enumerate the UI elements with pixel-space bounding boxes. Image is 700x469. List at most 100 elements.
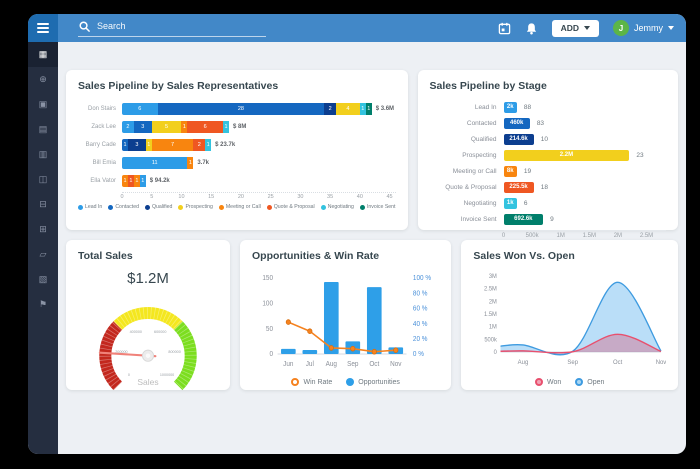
- stage-bar[interactable]: 225.5k: [503, 181, 534, 193]
- legend-dot-icon: [144, 204, 150, 210]
- legend-item[interactable]: Win Rate: [291, 378, 332, 386]
- bar-segment[interactable]: 1: [133, 175, 140, 187]
- opportunities-bar[interactable]: [323, 282, 339, 354]
- sidebar-item-globe[interactable]: ⊕: [28, 67, 58, 92]
- win-rate-point[interactable]: [393, 347, 399, 353]
- bar-segment[interactable]: 1: [145, 139, 152, 151]
- bar-segment[interactable]: 3: [127, 139, 146, 151]
- sidebar-item-deals[interactable]: ⊞: [28, 217, 58, 242]
- bar-segment[interactable]: 6: [122, 103, 158, 115]
- legend-item[interactable]: Lead In: [78, 204, 102, 210]
- stage-bar[interactable]: 1k: [503, 197, 517, 209]
- chevron-down-icon: [584, 26, 590, 30]
- bar-segment[interactable]: 2: [193, 139, 206, 151]
- legend-item[interactable]: Negotiating: [320, 204, 354, 210]
- legend-item[interactable]: Prospecting: [178, 204, 213, 210]
- sidebar-item-inbox[interactable]: ⊟: [28, 192, 58, 217]
- stage-bar[interactable]: 2.2M: [503, 149, 630, 161]
- legend-item[interactable]: Qualified: [144, 204, 172, 210]
- stage-bar[interactable]: 692.6k: [503, 213, 544, 225]
- bar-segment[interactable]: 1: [122, 139, 128, 151]
- legend-item[interactable]: Open: [575, 378, 604, 386]
- search-input[interactable]: Search: [97, 21, 126, 31]
- bar-segment[interactable]: 1: [205, 139, 212, 151]
- rep-total: 3.7k: [197, 160, 210, 166]
- menu-button[interactable]: [28, 14, 58, 42]
- products-icon: ▧: [38, 274, 48, 284]
- win-rate-point[interactable]: [285, 319, 291, 325]
- bar-segment[interactable]: 1: [127, 175, 134, 187]
- stage-name: Negotiating: [463, 200, 497, 207]
- user-name: Jemmy: [634, 23, 663, 33]
- legend-label: Lead In: [85, 204, 103, 210]
- legend-item[interactable]: Won: [535, 378, 561, 386]
- stage-count: 83: [536, 119, 545, 127]
- bar-segment[interactable]: 1: [223, 121, 229, 133]
- legend-item[interactable]: Meeting or Call: [218, 204, 261, 210]
- stage-bar[interactable]: 8k: [503, 165, 517, 177]
- stage-count: 19: [523, 167, 532, 175]
- legend-label: Open: [587, 378, 605, 386]
- legend-item[interactable]: Opportunities: [346, 378, 400, 386]
- bar-segment[interactable]: 1: [139, 175, 146, 187]
- add-button[interactable]: ADD: [551, 19, 599, 37]
- bell-icon[interactable]: [525, 22, 538, 35]
- bar-segment[interactable]: 5: [151, 121, 182, 133]
- card-title: Total Sales: [78, 250, 133, 262]
- bar-segment[interactable]: 28: [157, 103, 325, 115]
- win-rate-point[interactable]: [307, 328, 313, 334]
- stage-bar[interactable]: 214.6k: [503, 133, 534, 145]
- bar-segment[interactable]: 1: [181, 121, 188, 133]
- sidebar-item-dashboard[interactable]: ▦: [28, 42, 58, 67]
- bar-segment[interactable]: 1: [365, 103, 372, 115]
- legend-item[interactable]: Invoice Sent: [359, 204, 396, 210]
- stage-bar-track: 2.2M 23: [503, 147, 666, 165]
- bar-segment[interactable]: 1: [359, 103, 366, 115]
- axis-tick: 35: [327, 194, 334, 200]
- sidebar-item-products[interactable]: ▧: [28, 267, 58, 292]
- search-box[interactable]: Search: [78, 19, 266, 37]
- gauge-zone: [173, 321, 197, 391]
- sidebar-item-flag[interactable]: ⚑: [28, 292, 58, 317]
- x-axis-label: Jul: [306, 361, 315, 368]
- user-menu[interactable]: J Jemmy: [613, 20, 674, 36]
- y-axis-tick: 1M: [489, 324, 497, 330]
- bar-segment[interactable]: 2: [324, 103, 337, 115]
- legend-item[interactable]: Contacted: [108, 204, 139, 210]
- topbar: Search ADD J Jemmy: [28, 14, 686, 42]
- opportunities-bar[interactable]: [302, 349, 318, 354]
- bar-segment[interactable]: 7: [151, 139, 194, 151]
- legend-item[interactable]: Quote & Proposal: [266, 204, 315, 210]
- card-opportunities-win-rate: Opportunities & Win Rate 0 50 100 150 0 % 20 …: [240, 240, 452, 390]
- bar-segment[interactable]: 1: [187, 157, 194, 169]
- win-rate-point[interactable]: [371, 348, 377, 355]
- axis-tick: 25: [267, 194, 274, 200]
- stage-bar[interactable]: 2k: [503, 101, 517, 113]
- opportunities-bar[interactable]: [281, 348, 296, 354]
- sidebar-item-list[interactable]: ▥: [28, 142, 58, 167]
- y-axis-tick: 3M: [489, 274, 497, 280]
- bar-segment[interactable]: 11: [122, 157, 188, 169]
- sidebar-item-folder[interactable]: ▱: [28, 242, 58, 267]
- sidebar-item-contacts[interactable]: ▣: [28, 92, 58, 117]
- opportunities-bar[interactable]: [366, 287, 382, 354]
- bar-segment[interactable]: 4: [336, 103, 360, 115]
- rep-name: Ella Vator: [90, 178, 116, 184]
- stage-bar[interactable]: 460k: [503, 117, 530, 129]
- win-rate-point[interactable]: [350, 345, 356, 352]
- calendar-icon[interactable]: [498, 22, 511, 35]
- stage-bar-track: 2k 88: [503, 99, 666, 117]
- won-area[interactable]: [500, 334, 662, 353]
- legend-dot-icon: [218, 204, 224, 210]
- win-rate-point[interactable]: [328, 345, 334, 351]
- sidebar-item-organization[interactable]: ▤: [28, 117, 58, 142]
- chevron-down-icon: [668, 26, 674, 30]
- bar-segment[interactable]: 1: [122, 175, 128, 187]
- open-area[interactable]: [500, 282, 662, 355]
- bar-segment[interactable]: 6: [187, 121, 224, 133]
- bar-segment[interactable]: 2: [122, 121, 134, 133]
- bar-segment[interactable]: 3: [133, 121, 152, 133]
- x-axis-label: Nov: [390, 361, 402, 368]
- gauge-zone: [113, 307, 183, 331]
- sidebar-item-users[interactable]: ◫: [28, 167, 58, 192]
